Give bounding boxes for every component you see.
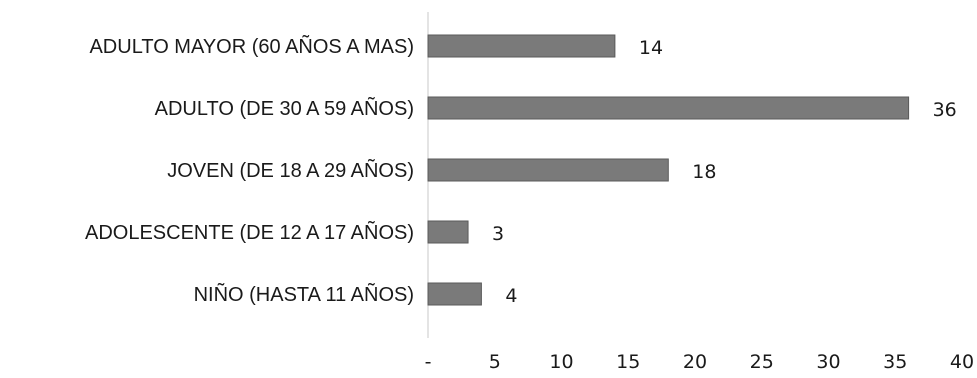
x-tick-labels-group: - 5 10 15 20 25 30 35 40: [425, 351, 975, 373]
bar-adulto-de-30-a-59-a-os: [427, 96, 910, 120]
data-label: 4: [505, 285, 517, 307]
bar-ni-o-hasta-11-a-os: [427, 282, 482, 306]
bar-adulto-mayor-60-a-os-a-mas: [427, 34, 616, 58]
bars-group: [427, 34, 910, 306]
data-label: 3: [492, 223, 504, 245]
data-label: 36: [933, 99, 957, 121]
x-tick-label: 10: [549, 351, 573, 373]
bar-joven-de-18-a-29-a-os: [427, 158, 669, 182]
data-label: 18: [692, 161, 716, 183]
x-tick-label: -: [425, 351, 432, 373]
x-tick-label: 5: [489, 351, 501, 373]
category-label: JOVEN (DE 18 A 29 AÑOS): [167, 158, 414, 182]
category-labels-group: ADULTO MAYOR (60 AÑOS A MAS) ADULTO (DE 3…: [85, 34, 414, 306]
category-label: ADULTO MAYOR (60 AÑOS A MAS): [89, 34, 414, 58]
category-label: NIÑO (HASTA 11 AÑOS): [194, 282, 414, 306]
x-tick-label: 15: [616, 351, 640, 373]
data-label: 14: [639, 37, 663, 59]
x-tick-label: 20: [683, 351, 707, 373]
category-label: ADULTO (DE 30 A 59 AÑOS): [155, 96, 414, 120]
category-label: ADOLESCENTE (DE 12 A 17 AÑOS): [85, 220, 414, 244]
data-labels-group: 14 36 18 3 4: [492, 37, 957, 307]
x-tick-label: 25: [750, 351, 774, 373]
x-tick-label: 35: [883, 351, 907, 373]
x-tick-label: 30: [816, 351, 840, 373]
x-tick-label: 40: [950, 351, 974, 373]
bar-adolescente-de-12-a-17-a-os: [427, 220, 469, 244]
